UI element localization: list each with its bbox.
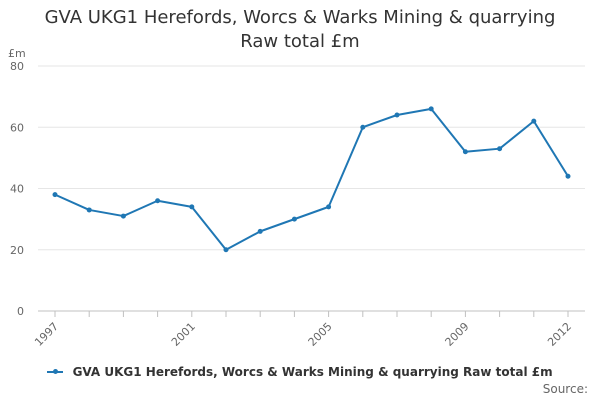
y-tick-label-60: 60 [10, 121, 24, 134]
y-tick-label-20: 20 [10, 244, 24, 257]
gridlines [38, 65, 585, 251]
x-tick-label-2012: 2012 [545, 320, 574, 349]
data-point-2002 [223, 247, 229, 253]
data-point-2004 [291, 216, 297, 222]
data-point-2008 [428, 106, 434, 112]
data-point-2009 [462, 149, 468, 155]
data-point-2005 [326, 204, 332, 210]
chart-title: GVA UKG1 Herefords, Worcs & Warks Mining… [0, 6, 600, 54]
x-tick-label-1997: 1997 [32, 320, 61, 349]
chart-title-line-1: GVA UKG1 Herefords, Worcs & Warks Mining… [44, 7, 556, 28]
axes: 0 20 40 60 80£m 1997 2001 2005 2009 2012 [8, 47, 585, 349]
legend-swatch [47, 368, 64, 374]
data-point-2011 [531, 118, 537, 124]
data-point-2001 [189, 204, 195, 210]
data-point-2000 [155, 198, 161, 204]
data-point-2006 [360, 124, 366, 130]
data-point-2003 [257, 228, 263, 234]
y-axis-label: £m [8, 47, 26, 60]
data-point-1998 [86, 207, 92, 213]
data-point-2010 [497, 146, 503, 152]
series [52, 106, 571, 253]
data-point-1997 [52, 192, 58, 198]
data-point-1999 [120, 213, 126, 219]
y-tick-label-0: 0 [17, 305, 24, 318]
series-line-0 [54, 107, 569, 251]
x-tick-label-2009: 2009 [443, 320, 472, 349]
x-tick-label-2005: 2005 [306, 320, 335, 349]
source-label: Source: [542, 382, 588, 396]
data-point-2012 [565, 173, 571, 179]
chart-title-line-2: Raw total £m [240, 31, 360, 52]
x-tick-label-2001: 2001 [169, 320, 198, 349]
y-tick-label-80: 80 [10, 60, 24, 73]
legend[interactable]: GVA UKG1 Herefords, Worcs & Warks Mining… [0, 365, 600, 379]
data-point-2007 [394, 112, 400, 118]
legend-label: GVA UKG1 Herefords, Worcs & Warks Mining… [72, 365, 553, 379]
y-tick-label-40: 40 [10, 183, 24, 196]
